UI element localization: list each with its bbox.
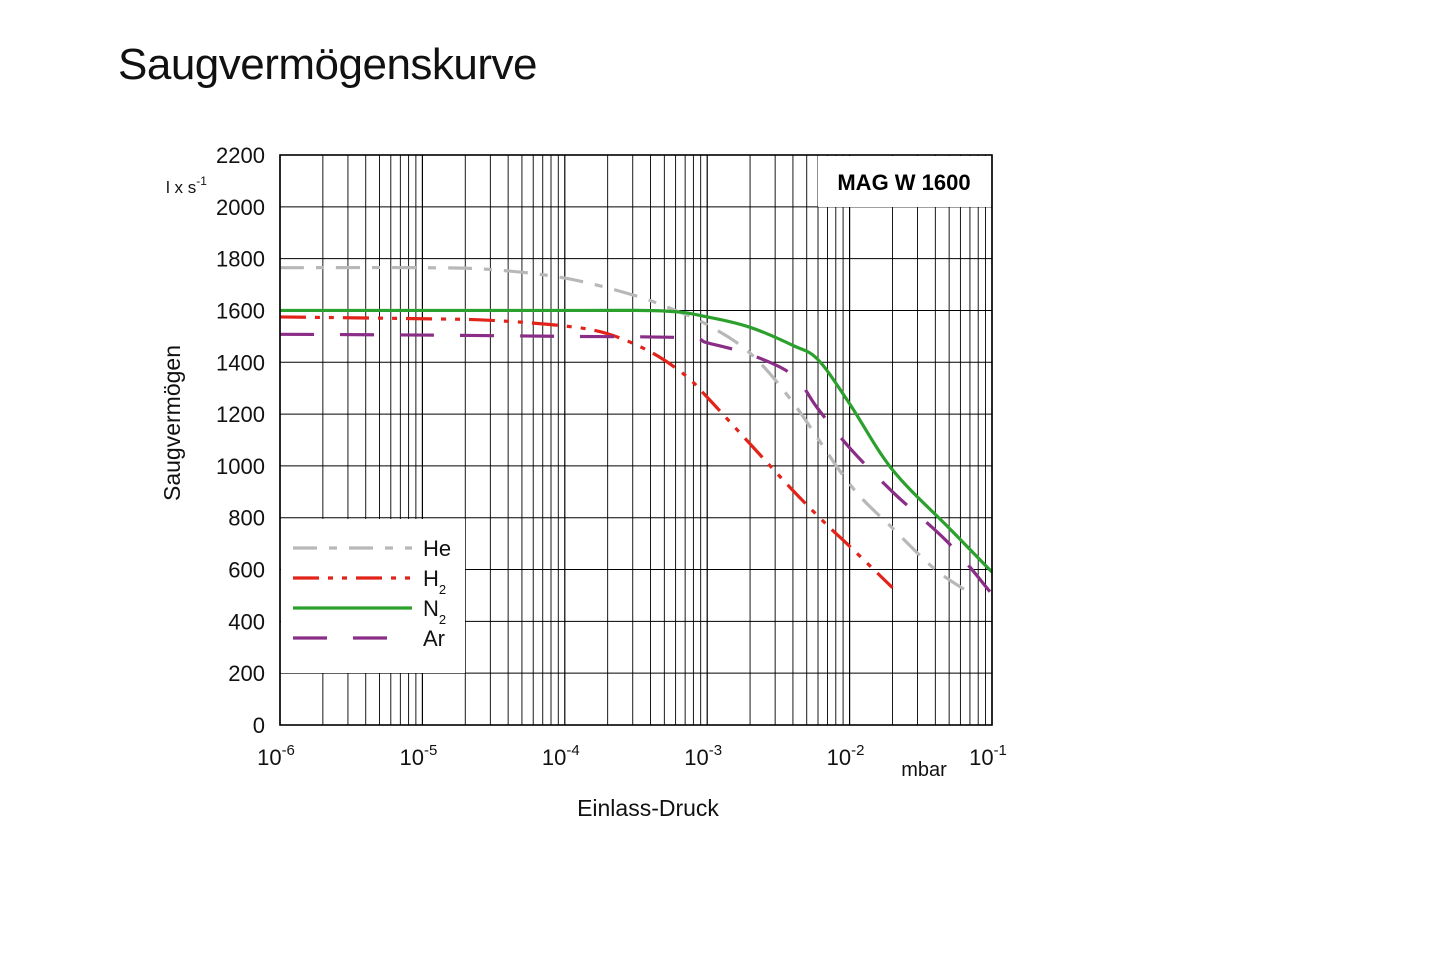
y-tick-label: 200 [228,661,265,686]
x-tick-label: 10-6 [257,742,295,770]
legend-label: Ar [423,626,445,651]
series-line-n2 [279,308,994,574]
series-line-ar [279,332,994,596]
x-tick-label: 10-2 [827,742,865,770]
series-line-h2 [279,315,894,589]
y-tick-label: 2000 [216,195,265,220]
y-tick-label: 1800 [216,247,265,272]
y-tick-label: 1600 [216,298,265,323]
y-tick-label: 0 [253,713,265,738]
series-line-he [279,265,971,595]
page-title: Saugvermögenskurve [118,40,538,89]
legend-label: He [423,536,451,561]
x-tick-label: 10-5 [399,742,437,770]
x-tick-labels: 10-6 10-5 10-4 10-3 10-2 10-1 [257,742,1007,770]
y-tick-labels: 0 200 400 600 800 1000 1200 1400 1600 1800 2000 220… [216,143,265,738]
y-unit-exp: -1 [196,174,207,188]
y-axis-title: Saugvermögen [159,345,185,501]
model-label: MAG W 1600 [837,170,970,195]
y-tick-label: 1000 [216,454,265,479]
y-tick-label: 800 [228,506,265,531]
x-tick-label: 10-3 [684,742,722,770]
x-tick-label: 10-4 [542,742,580,770]
series-layer [279,265,994,596]
y-tick-label: 1200 [216,402,265,427]
x-unit-label: mbar [901,759,947,781]
x-axis-title: Einlass-Druck [577,795,719,821]
y-tick-label: 400 [228,609,265,634]
legend-label: H2 [423,566,446,597]
y-tick-label: 600 [228,558,265,583]
grid-minor [322,155,986,725]
plot-frame [279,154,993,726]
x-tick-label: 10-1 [969,742,1007,770]
model-label-box: MAG W 1600 [818,156,991,207]
y-unit-base: l x s [166,178,196,197]
y-tick-label: 1400 [216,350,265,375]
legend-label: N2 [423,596,446,627]
y-unit-label: l x s-1 [166,174,207,197]
y-tick-label: 2200 [216,143,265,168]
